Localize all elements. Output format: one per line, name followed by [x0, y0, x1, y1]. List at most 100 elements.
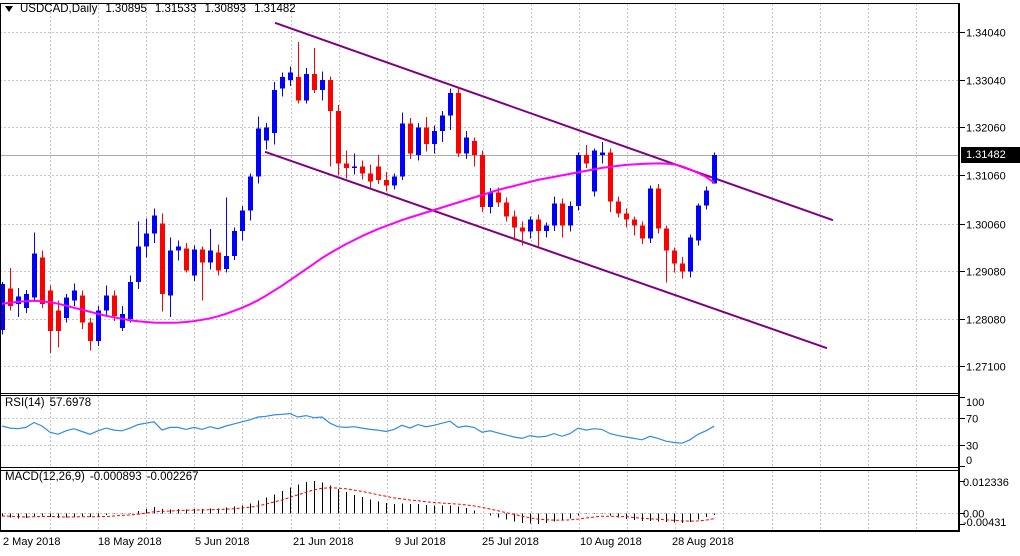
candle-body: [488, 192, 493, 208]
candle-body: [568, 206, 573, 226]
price-tick-label: 1.28080: [966, 315, 1006, 327]
candle-body: [640, 225, 645, 239]
candle-body: [584, 155, 589, 164]
candle-body: [560, 203, 565, 226]
candle-body: [688, 237, 693, 272]
rsi-axis[interactable]: 100 70 30 0: [960, 397, 984, 467]
price-tick-label: 1.32060: [966, 123, 1006, 135]
candle-body: [608, 152, 613, 202]
candle-body: [304, 73, 309, 101]
candle-body: [496, 192, 501, 203]
time-tick-label: 5 Jun 2018: [195, 536, 249, 548]
candle-body: [472, 141, 477, 156]
candle-body: [600, 152, 605, 156]
rsi-line: [1, 412, 715, 444]
candle-body: [56, 310, 61, 331]
candle-body: [376, 166, 381, 181]
rsi-tick-label: 0: [966, 455, 972, 467]
candle-body: [368, 173, 373, 182]
symbol-period-label: USDCAD,Daily: [20, 3, 98, 15]
macd-signal-value: -0.002267: [146, 471, 199, 483]
ma-line[interactable]: [1, 162, 715, 324]
candle-body: [208, 250, 213, 263]
rsi-name: RSI(14): [5, 397, 45, 409]
price-tick-label: 1.34040: [966, 28, 1006, 40]
candle-body: [504, 202, 509, 217]
candle-body: [520, 227, 525, 232]
macd-tick-label: 0.00: [963, 509, 984, 521]
candle-body: [224, 255, 229, 269]
candle-body: [432, 131, 437, 145]
candle-body: [256, 128, 261, 177]
macd-axis[interactable]: 0.012336 0.00-0.00431: [960, 477, 1009, 529]
candle-body: [184, 248, 189, 271]
candle-body: [352, 166, 357, 169]
time-tick-label: 18 May 2018: [98, 536, 162, 548]
rsi-value: 57.6978: [49, 397, 92, 409]
candle-body: [128, 281, 133, 319]
candle-body: [40, 257, 45, 304]
candle-body: [8, 288, 13, 306]
price-tick-label: 1.27100: [966, 362, 1006, 374]
candle-body: [88, 322, 93, 341]
time-tick-label: 2 May 2018: [3, 536, 60, 548]
candle-body: [264, 127, 269, 141]
candle-body: [656, 188, 661, 229]
macd-histogram: [2, 481, 715, 524]
time-tick-label: 9 Jul 2018: [395, 536, 446, 548]
candle-body: [424, 127, 429, 145]
macd-name: MACD(12,26,9): [5, 471, 85, 483]
candle-body: [624, 213, 629, 220]
candle-body: [120, 314, 125, 328]
candle-body: [168, 250, 173, 296]
candle-body: [280, 77, 285, 89]
rsi-tick-label: 100: [966, 397, 984, 409]
grid-layer: [0, 4, 958, 530]
candle-body: [480, 155, 485, 208]
candle-body: [592, 150, 597, 192]
candle-body: [456, 93, 461, 154]
candle-body: [248, 176, 253, 211]
candle-body: [232, 230, 237, 256]
macd-indicator-label: MACD(12,26,9) -0.000893 -0.002267: [5, 471, 203, 483]
candle-body: [336, 110, 341, 164]
candle-body: [696, 205, 701, 241]
candle-body: [416, 127, 421, 156]
close-value: 1.31482: [254, 3, 296, 15]
time-tick-label: 21 Jun 2018: [293, 536, 354, 548]
candle-body: [512, 216, 517, 228]
channel-lower[interactable]: [264, 150, 828, 350]
candle-body: [616, 201, 621, 214]
price-axis[interactable]: 1.34040 1.33040 1.32060 1.31060 1.30060 1.290…: [960, 28, 1006, 374]
candle-body: [48, 290, 53, 331]
candle-body: [464, 137, 469, 154]
candle-body: [360, 166, 365, 174]
macd-tick-label: 0.012336: [963, 477, 1009, 489]
price-tick-label: 1.31060: [966, 171, 1006, 183]
candle-body: [344, 163, 349, 169]
time-axis[interactable]: 2 May 2018 18 May 2018 5 Jun 2018 21 Jun 20…: [3, 536, 734, 548]
candles-layer: [0, 42, 717, 354]
candle-body: [72, 290, 77, 301]
channel-upper[interactable]: [274, 21, 834, 222]
candle-body: [576, 155, 581, 207]
time-tick-label: 10 Aug 2018: [580, 536, 642, 548]
candle-body: [96, 310, 101, 341]
candle-body: [328, 80, 333, 111]
candle-body: [312, 73, 317, 91]
low-value: 1.30893: [204, 3, 247, 15]
time-tick-label: 28 Aug 2018: [672, 536, 734, 548]
rsi-indicator-label: RSI(14) 57.6978: [5, 397, 96, 409]
candle-body: [152, 215, 157, 234]
candle-body: [552, 203, 557, 226]
candle-body: [400, 123, 405, 177]
candle-body: [160, 223, 165, 294]
ohlc-toggle-icon[interactable]: [5, 6, 13, 12]
candle-body: [0, 284, 5, 330]
panel-borders: [0, 3, 960, 532]
candle-body: [392, 176, 397, 186]
rsi-tick-label: 70: [966, 414, 978, 426]
candle-body: [176, 246, 181, 251]
